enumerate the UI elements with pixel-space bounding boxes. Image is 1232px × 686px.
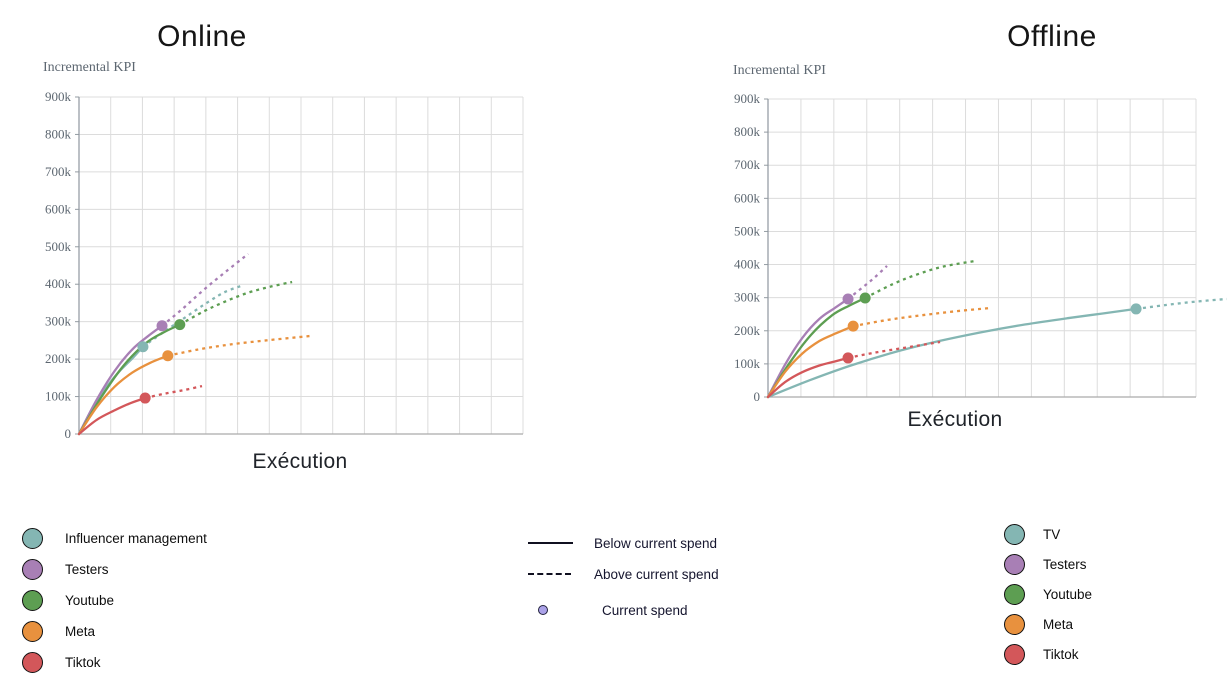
legend-label: Testers	[1043, 557, 1087, 572]
series-testers-dashed-line	[847, 265, 888, 300]
legend-label: Tiktok	[65, 655, 101, 670]
legend-swatch-circle-icon	[1004, 614, 1025, 635]
offline-chart-plot: 0 100k 200k 300k 400k 500k 600k 700k 800k 900k	[734, 91, 1227, 404]
y-tick-label: 900k	[734, 91, 761, 106]
y-tick-label: 700k	[734, 157, 761, 172]
chart-title-offline: Offline	[1007, 20, 1097, 53]
current-spend-label: Current spend	[602, 602, 688, 618]
legend-label: Youtube	[1043, 587, 1093, 602]
y-tick-label: 200k	[45, 351, 72, 366]
legend-swatch-circle-icon	[22, 621, 43, 642]
legend-item-meta: Meta	[1004, 614, 1092, 635]
below-current-spend-label: Below current spend	[594, 535, 718, 551]
series-youtube-solid-line	[77, 323, 181, 436]
legend-item-testers: Testers	[22, 559, 207, 580]
y-axis-title-online: Incremental KPI	[43, 60, 136, 75]
series-meta-dashed-line	[167, 334, 312, 357]
y-tick-label: 600k	[734, 190, 761, 205]
chart-title-online: Online	[157, 20, 247, 53]
y-tick-label: 400k	[45, 276, 72, 291]
y-tick-label: 800k	[45, 126, 72, 141]
legend-swatch-circle-icon	[22, 559, 43, 580]
legend-label: Testers	[65, 562, 109, 577]
series-testers-current-spend-dot	[156, 320, 168, 332]
series-youtube-dashed-line	[864, 259, 976, 300]
legend-item-tiktok: Tiktok	[1004, 644, 1092, 665]
legend-label: TV	[1043, 527, 1061, 542]
series-testers-solid-line	[77, 324, 164, 436]
above-current-spend-row: Above current spend	[525, 565, 765, 583]
series-meta-current-spend-dot	[162, 350, 174, 362]
series-testers-dashed-line	[161, 252, 249, 327]
series-tv-solid-line	[766, 307, 1138, 399]
y-tick-label: 400k	[734, 257, 761, 272]
legend-swatch-circle-icon	[1004, 584, 1025, 605]
above-current-spend-label: Above current spend	[594, 566, 719, 582]
below-current-spend-row: Below current spend	[525, 534, 765, 552]
y-tick-label: 800k	[734, 124, 761, 139]
y-tick-label: 600k	[45, 201, 72, 216]
series-meta-solid-line	[766, 324, 855, 399]
legend-label: Meta	[65, 624, 96, 639]
dashed-line-icon	[528, 573, 571, 575]
legend-swatch-circle-icon	[1004, 644, 1025, 665]
series-meta-current-spend-dot	[847, 320, 859, 332]
legend-label: Influencer management	[65, 531, 207, 546]
series-youtube-dashed-line	[179, 280, 293, 326]
legend-swatch-circle-icon	[1004, 554, 1025, 575]
series-meta-solid-line	[77, 354, 169, 436]
legend-item-youtube: Youtube	[1004, 584, 1092, 605]
series-testers-solid-line	[766, 297, 850, 399]
y-tick-label: 100k	[45, 389, 72, 404]
solid-line-icon	[528, 542, 573, 544]
series-youtube-solid-line	[766, 296, 867, 399]
legend-item-tv: TV	[1004, 524, 1092, 545]
series-tiktok-solid-line	[77, 396, 147, 436]
legend-swatch-circle-icon	[22, 528, 43, 549]
y-tick-label: 300k	[734, 290, 761, 305]
y-tick-label: 0	[65, 426, 72, 441]
legend-label: Youtube	[65, 593, 115, 608]
y-tick-label: 100k	[734, 356, 761, 371]
series-youtube-current-spend-dot	[174, 319, 186, 331]
current-spend-row: Current spend	[525, 601, 765, 619]
series-youtube-current-spend-dot	[859, 292, 871, 304]
y-tick-label: 300k	[45, 314, 72, 329]
series-meta-dashed-line	[853, 306, 992, 328]
y-axis-title-offline: Incremental KPI	[733, 63, 826, 78]
y-tick-label: 500k	[734, 223, 761, 238]
legend-item-influencer-management: Influencer management	[22, 528, 207, 549]
y-tick-label: 700k	[45, 164, 72, 179]
legend-item-youtube: Youtube	[22, 590, 207, 611]
offline-channel-legend: TV Testers Youtube Meta Tiktok	[1004, 524, 1092, 674]
legend-item-testers: Testers	[1004, 554, 1092, 575]
x-axis-title-online: Exécution	[252, 450, 348, 473]
legend-item-tiktok: Tiktok	[22, 652, 207, 673]
y-tick-label: 500k	[45, 239, 72, 254]
series-tiktok-current-spend-dot	[842, 352, 854, 364]
series-tiktok-current-spend-dot	[139, 392, 151, 404]
current-spend-dot-icon	[538, 605, 548, 615]
series-tiktok-solid-line	[766, 356, 850, 399]
series-tiktok-dashed-line	[144, 384, 203, 400]
online-channel-legend: Influencer management Testers Youtube Meta T…	[22, 528, 207, 683]
series-tv-dashed-line	[1135, 297, 1227, 311]
legend-swatch-circle-icon	[1004, 524, 1025, 545]
series-tiktok-dashed-line	[847, 340, 941, 360]
series-tv-current-spend-dot	[1130, 303, 1142, 315]
y-tick-label: 900k	[45, 89, 72, 104]
legend-swatch-circle-icon	[22, 652, 43, 673]
legend-item-meta: Meta	[22, 621, 207, 642]
series-testers-current-spend-dot	[842, 293, 854, 305]
legend-label: Meta	[1043, 617, 1074, 632]
legend-swatch-circle-icon	[22, 590, 43, 611]
series-influencer-management-current-spend-dot	[137, 341, 149, 353]
y-tick-label: 200k	[734, 323, 761, 338]
x-axis-title-offline: Exécution	[907, 408, 1003, 431]
legend-label: Tiktok	[1043, 647, 1079, 662]
online-chart-plot: 0 100k 200k 300k 400k 500k 600k 700k 800k 900k	[45, 89, 524, 441]
y-tick-label: 0	[754, 389, 761, 404]
line-style-legend: Below current spend Above current spend …	[525, 534, 765, 619]
